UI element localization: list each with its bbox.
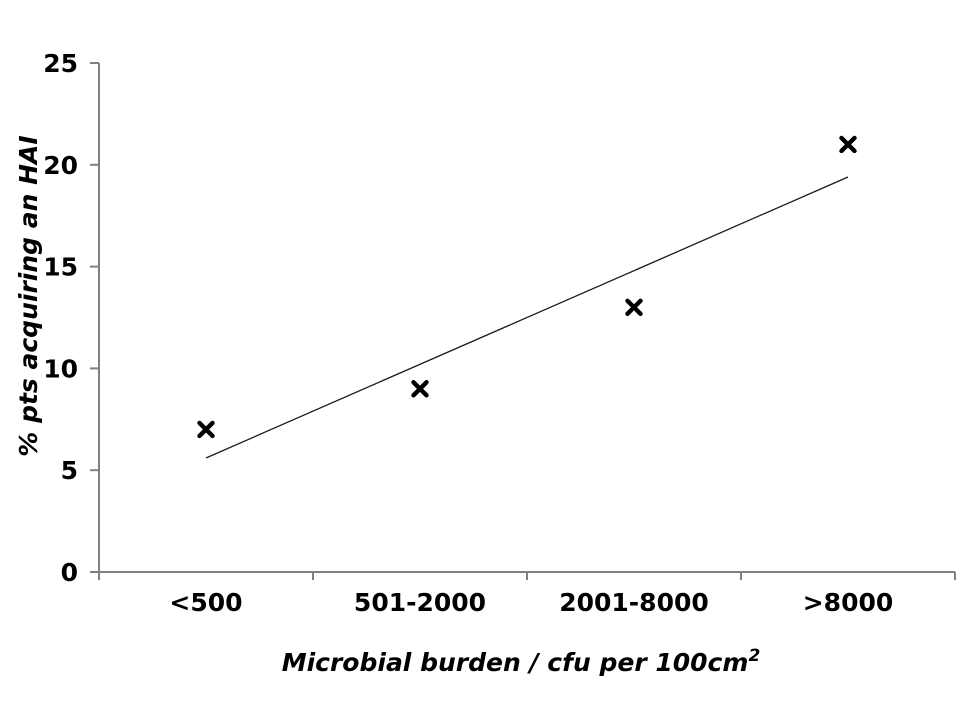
trendline bbox=[205, 176, 849, 459]
y-tick-label: 5 bbox=[61, 456, 78, 485]
y-tick-label: 15 bbox=[43, 253, 78, 282]
x-axis-title-text: Microbial burden / cfu per 100cm bbox=[282, 648, 749, 677]
data-point-marker bbox=[839, 135, 857, 154]
marker-stroke bbox=[839, 135, 857, 154]
y-tick-label: 10 bbox=[43, 354, 78, 383]
x-axis-title-superscript: 2 bbox=[748, 646, 760, 666]
x-category-label: 2001-8000 bbox=[559, 588, 709, 617]
y-axis-ticks: 0 5 10 15 20 25 bbox=[43, 49, 99, 587]
y-tick-label: 25 bbox=[43, 49, 78, 78]
x-category-label: >8000 bbox=[803, 588, 894, 617]
y-axis-title: % pts acquiring an HAI bbox=[14, 135, 43, 456]
x-axis-title: Microbial burden / cfu per 100cm2 bbox=[282, 646, 761, 677]
x-axis-ticks: <500 501-2000 2001-8000 >8000 bbox=[98, 572, 956, 617]
y-tick-label: 20 bbox=[43, 151, 78, 180]
y-tick-label: 0 bbox=[61, 558, 78, 587]
data-point-marker bbox=[197, 420, 215, 439]
trendline-segment bbox=[205, 176, 849, 459]
marker-stroke bbox=[411, 380, 429, 398]
data-points bbox=[197, 135, 857, 439]
marker-stroke bbox=[197, 420, 215, 439]
data-point-marker bbox=[411, 380, 429, 398]
marker-stroke bbox=[625, 298, 643, 317]
x-category-label: <500 bbox=[169, 588, 242, 617]
data-point-marker bbox=[625, 298, 643, 317]
x-category-label: 501-2000 bbox=[354, 588, 486, 617]
